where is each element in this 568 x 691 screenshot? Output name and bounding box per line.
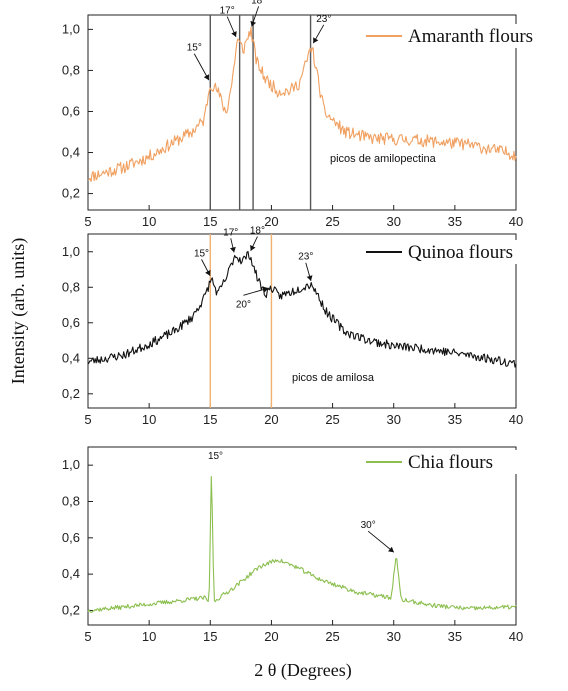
quinoa-peak-arrowhead (250, 245, 256, 251)
amaranth-x-tick-label: 20 (264, 214, 278, 229)
amaranth-peak-arrowhead (231, 31, 237, 37)
amaranth-panel: 5 10 15 20 25 30 35 40 0,2 0,4 0,6 0,8 1,0 15° 17° 18° 2… (62, 0, 558, 229)
quinoa-x-tick-label: 20 (264, 412, 278, 427)
quinoa-peak-arrowhead (262, 286, 269, 293)
amaranth-plot-frame (87, 14, 517, 211)
chia-x-tick-label: 35 (448, 629, 462, 644)
chia-x-tick-label: 5 (84, 629, 91, 644)
amaranth-y-tick-label: 0,2 (62, 186, 80, 201)
amaranth-x-tick-label: 40 (509, 214, 523, 229)
chia-peak-arrow (367, 530, 395, 553)
chia-peak-label: 15° (208, 451, 223, 462)
chia-peak-arrowhead (388, 546, 394, 553)
amaranth-x-tick-label: 15 (203, 214, 217, 229)
quinoa-y-tick-label: 0,2 (62, 386, 80, 401)
chia-plot-frame (87, 446, 517, 626)
amaranth-x-tick-label: 25 (325, 214, 339, 229)
amaranth-x-tick-label: 30 (386, 214, 400, 229)
quinoa-y-tick-label: 0,8 (62, 279, 80, 294)
chia-y-tick-label: 0,4 (62, 566, 80, 581)
quinoa-legend-label: Quinoa flours (408, 242, 513, 263)
quinoa-peak-arrowhead (229, 246, 236, 253)
amaranth-y-tick-label: 0,8 (62, 62, 80, 77)
quinoa-peak-label: 17° (223, 227, 238, 238)
amaranth-peak-label: 23° (316, 14, 331, 25)
quinoa-x-tick-label: 40 (509, 412, 523, 427)
amaranth-peak-arrowhead (250, 20, 257, 27)
quinoa-peak-label: 23° (298, 252, 313, 263)
amaranth-peak-label: 18° (251, 0, 266, 6)
amaranth-x-tick-label: 10 (142, 214, 156, 229)
quinoa-y-tick-label: 1,0 (62, 244, 80, 259)
amaranth-y-tick-label: 1,0 (62, 21, 80, 36)
chia-peak-label: 30° (361, 520, 376, 531)
chia-x-tick-label: 30 (386, 629, 400, 644)
quinoa-x-tick-label: 30 (386, 412, 400, 427)
quinoa-x-tick-label: 5 (84, 412, 91, 427)
quinoa-peak-label: 18° (250, 226, 265, 237)
quinoa-peak-arrowhead (306, 275, 313, 281)
chia-x-tick-label: 15 (203, 629, 217, 644)
quinoa-plot-frame (87, 233, 517, 409)
amaranth-peak-label: 15° (187, 43, 202, 54)
quinoa-peak-label: 20° (236, 299, 251, 310)
amaranth-x-tick-label: 35 (448, 214, 462, 229)
x-axis-title: 2 θ (Degrees) (254, 660, 352, 681)
amaranth-peak-arrowhead (203, 74, 210, 81)
chia-x-tick-label: 20 (264, 629, 278, 644)
y-axis-title: Intensity (arb. units) (8, 238, 29, 384)
amaranth-y-tick-label: 0,6 (62, 103, 80, 118)
amaranth-peak-note: picos de amilopectina (330, 153, 437, 165)
chia-legend-label: Chia flours (408, 452, 493, 473)
amaranth-legend-label: Amaranth flours (408, 26, 533, 47)
quinoa-x-tick-label: 10 (142, 412, 156, 427)
quinoa-x-tick-label: 35 (448, 412, 462, 427)
chia-x-tick-label: 40 (509, 629, 523, 644)
chia-panel: 5 10 15 20 25 30 35 40 0,2 0,4 0,6 0,8 1,0 15° 30° Chia… (62, 446, 558, 644)
quinoa-panel: 5 10 15 20 25 30 35 40 0,2 0,4 0,6 0,8 1,0 15° 17° 18° 2… (62, 226, 558, 427)
chia-x-tick-label: 25 (325, 629, 339, 644)
quinoa-y-tick-label: 0,4 (62, 350, 80, 365)
amaranth-peak-label: 17° (220, 6, 235, 17)
amaranth-diffraction-line (87, 26, 517, 183)
chia-y-tick-label: 1,0 (62, 457, 80, 472)
quinoa-y-tick-label: 0,6 (62, 315, 80, 330)
amaranth-peak-arrowhead (313, 37, 319, 44)
quinoa-peak-note: picos de amilosa (292, 372, 375, 384)
chia-diffraction-line (87, 475, 517, 613)
quinoa-x-tick-label: 15 (203, 412, 217, 427)
chia-y-tick-label: 0,8 (62, 493, 80, 508)
amaranth-x-tick-label: 5 (84, 214, 91, 229)
amaranth-y-tick-label: 0,4 (62, 145, 80, 160)
chia-y-tick-label: 0,6 (62, 530, 80, 545)
quinoa-x-tick-label: 25 (325, 412, 339, 427)
quinoa-peak-arrowhead (205, 269, 211, 276)
chia-y-tick-label: 0,2 (62, 602, 80, 617)
chia-x-tick-label: 10 (142, 629, 156, 644)
amaranth-peak-arrow (193, 53, 210, 81)
quinoa-diffraction-line (87, 250, 517, 368)
quinoa-peak-label: 15° (194, 248, 209, 259)
